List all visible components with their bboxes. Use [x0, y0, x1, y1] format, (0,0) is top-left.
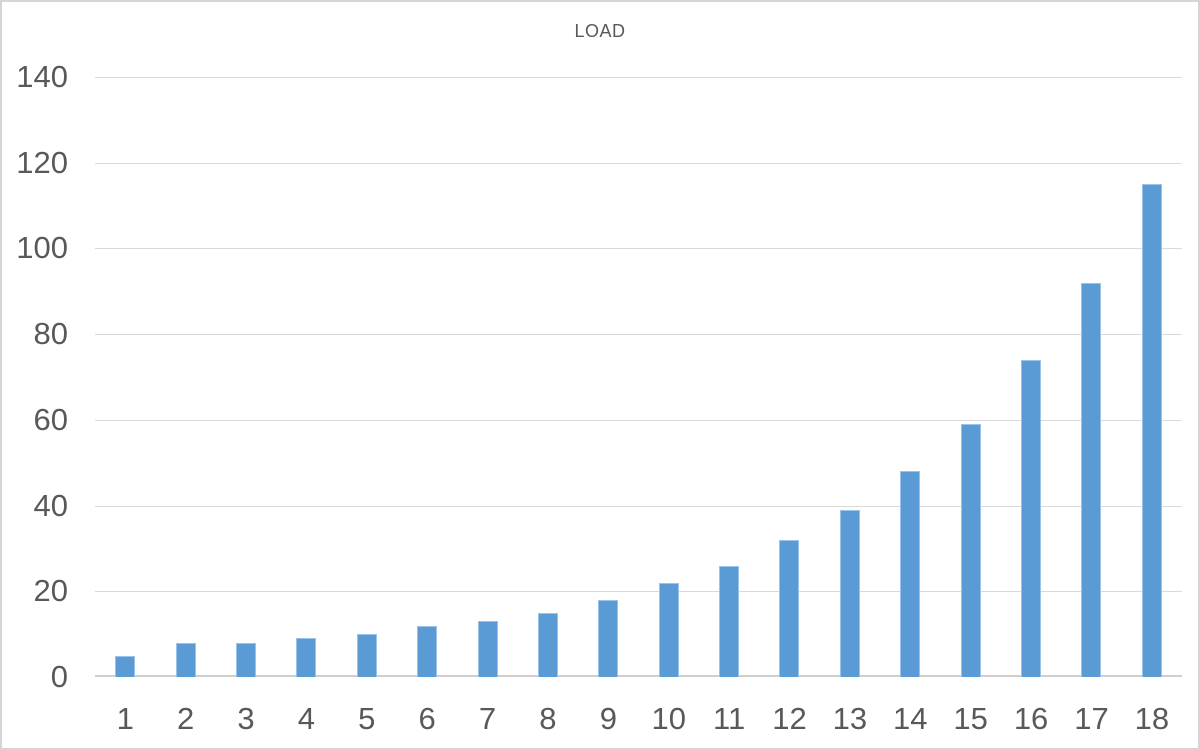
bar-slot [820, 77, 880, 677]
bar [1021, 359, 1042, 677]
x-tick-label: 2 [176, 701, 195, 736]
bar [175, 642, 196, 677]
bar [417, 625, 438, 677]
bar-slot [880, 77, 940, 677]
x-tick-label: 14 [893, 701, 928, 736]
bar-slot [940, 77, 1000, 677]
x-tick-label: 1 [116, 701, 134, 736]
x-tick-label: 4 [297, 701, 315, 736]
bar [779, 539, 800, 677]
bar [658, 582, 679, 677]
y-tick-label: 60 [33, 401, 68, 437]
y-tick-label: 40 [33, 487, 68, 523]
bar [537, 612, 558, 677]
bar [960, 424, 981, 677]
bar-slot [518, 77, 578, 677]
x-axis-line [95, 675, 1182, 677]
gridline [95, 591, 1182, 593]
chart-title: LOAD [574, 21, 626, 41]
gridline [95, 77, 1182, 78]
bar [598, 599, 619, 677]
bar-slot [699, 77, 759, 677]
x-tick-label: 9 [599, 701, 617, 736]
bar [900, 471, 921, 677]
bar-slot [155, 77, 215, 677]
plot-area [95, 77, 1182, 677]
y-tick-label: 120 [16, 144, 68, 180]
y-axis-labels: 0 20 40 60 80 100 120 140 [2, 59, 68, 694]
bar [1081, 282, 1102, 677]
x-tick-label: 13 [832, 701, 868, 736]
y-tick-label: 20 [33, 573, 68, 609]
bar [356, 634, 377, 677]
bar-slot [639, 77, 699, 677]
bar-slot [578, 77, 638, 677]
bar [115, 655, 136, 677]
x-tick-label: 8 [539, 701, 557, 736]
y-tick-label: 80 [33, 316, 68, 352]
bar-slot [759, 77, 819, 677]
bar-slot [1122, 77, 1182, 677]
y-tick-label: 140 [16, 59, 68, 94]
bar [235, 642, 256, 677]
x-tick-label: 7 [478, 701, 497, 736]
gridline [95, 334, 1182, 336]
x-tick-label: 12 [772, 701, 807, 736]
x-tick-label: 17 [1074, 701, 1109, 736]
x-tick-label: 3 [237, 701, 255, 736]
x-tick-label: 6 [418, 701, 436, 736]
x-tick-label: 18 [1134, 701, 1170, 736]
bar-slot [337, 77, 397, 677]
y-tick-label: 0 [50, 659, 68, 694]
x-tick-label: 16 [1013, 701, 1049, 736]
x-tick-label: 10 [651, 701, 686, 736]
x-axis-labels: 1 2 3 4 5 6 7 8 9 10 11 12 13 14 15 16 17 18 [95, 700, 1182, 740]
bars-row [95, 77, 1182, 677]
gridline [95, 162, 1182, 164]
bar-slot [1061, 77, 1121, 677]
y-tick-label: 100 [16, 230, 68, 266]
bar-slot [95, 77, 155, 677]
bar-slot [276, 77, 336, 677]
bar-slot [397, 77, 457, 677]
bar-slot [1001, 77, 1061, 677]
x-tick-label: 11 [713, 701, 746, 736]
bar [719, 565, 740, 677]
bar-slot [457, 77, 517, 677]
bar [477, 621, 498, 677]
gridline [95, 419, 1182, 421]
x-tick-label: 5 [358, 701, 376, 736]
gridline [95, 505, 1182, 507]
bar-slot [216, 77, 276, 677]
x-tick-label: 15 [953, 701, 988, 736]
gridline [95, 248, 1182, 250]
bar [1141, 184, 1162, 677]
bar [296, 638, 317, 677]
bar [839, 509, 860, 677]
